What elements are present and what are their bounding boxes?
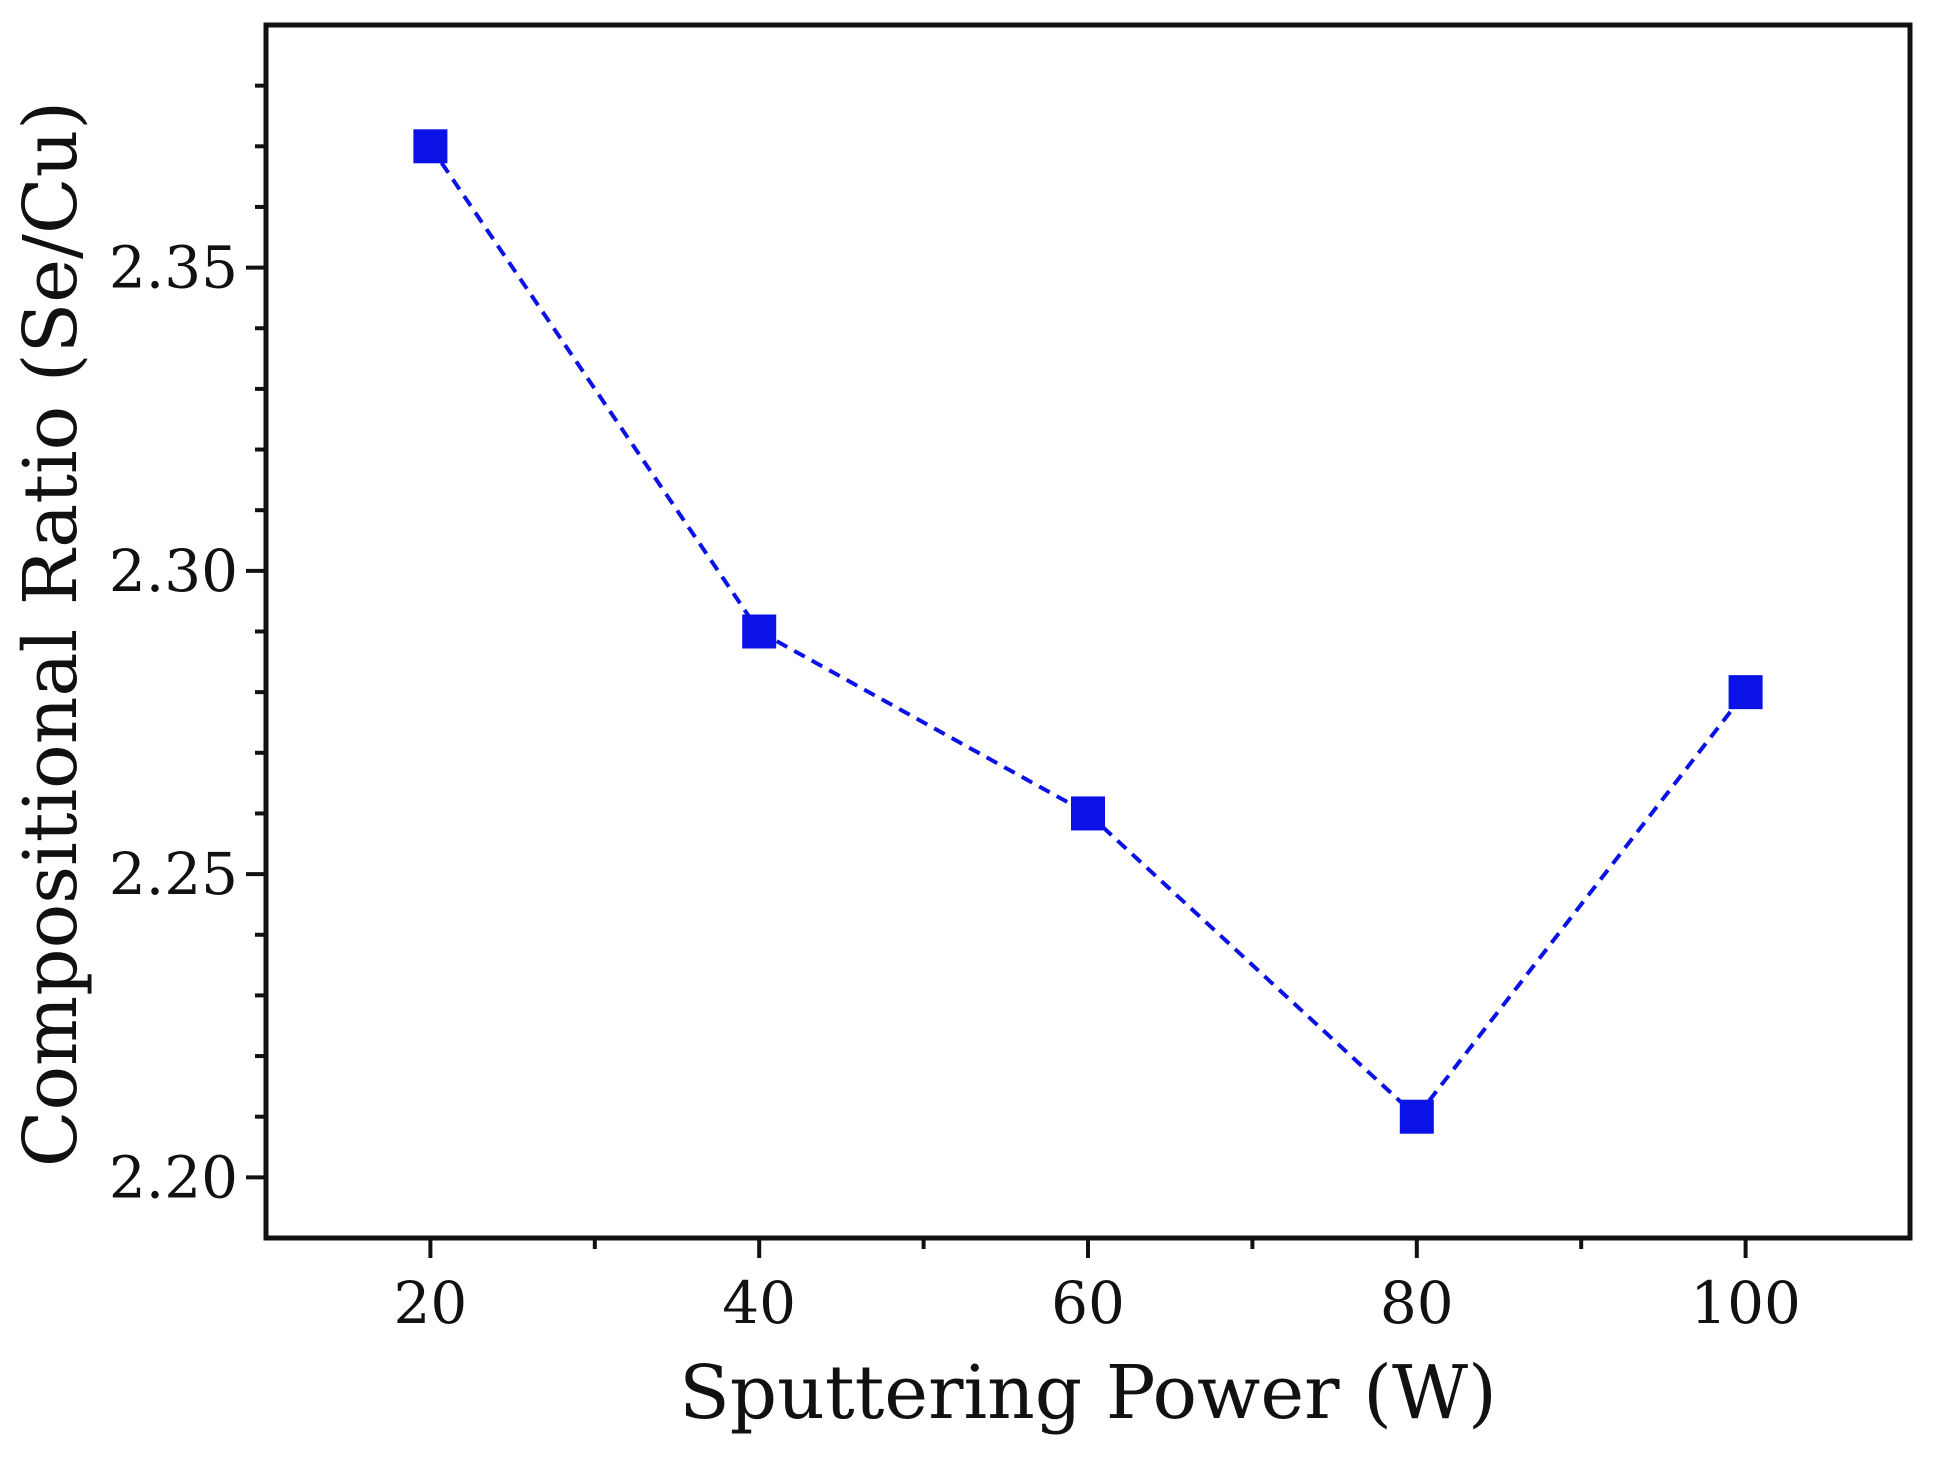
y-tick-label: 2.20	[109, 1143, 238, 1211]
series-line-segment	[428, 145, 761, 633]
x-tick-label: 80	[1380, 1269, 1454, 1337]
y-tick-label: 2.35	[109, 234, 238, 302]
series-markers-group	[413, 129, 1763, 1134]
data-point-marker	[1728, 675, 1763, 710]
x-tick-label: 20	[393, 1269, 467, 1337]
data-point-marker	[413, 129, 448, 164]
data-point-marker	[742, 614, 777, 649]
y-tick-label: 2.30	[109, 537, 238, 605]
plot-frame	[263, 22, 1913, 1241]
series-line-segment	[758, 629, 1089, 816]
x-tick-label: 100	[1690, 1269, 1801, 1337]
x-tick-label: 60	[1051, 1269, 1125, 1337]
x-axis-title: Sputtering Power (W)	[679, 1350, 1497, 1436]
tick-labels: 20 40 60 80 100 2.20 2.25 2.30 2.35	[109, 234, 1801, 1337]
series-line-segment	[1415, 690, 1748, 1118]
data-point-marker	[1071, 796, 1105, 831]
data-point-marker	[1399, 1099, 1434, 1134]
y-axis-title: Compositional Ratio (Se/Cu)	[8, 101, 94, 1167]
minor-ticks	[255, 83, 1584, 1249]
x-tick-label: 40	[722, 1269, 796, 1337]
y-tick-label: 2.25	[109, 840, 238, 908]
major-ticks	[246, 265, 1748, 1258]
series-line-group	[428, 145, 1748, 1119]
series-line-segment	[1086, 811, 1419, 1119]
